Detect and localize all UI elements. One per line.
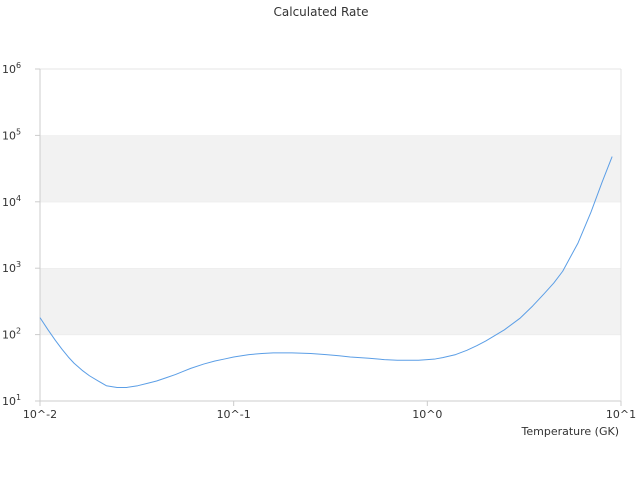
chart-title: Calculated Rate: [274, 5, 369, 19]
y-tick-label: 101: [2, 393, 21, 408]
x-tick-label: 10^0: [412, 408, 442, 421]
y-tick-base: 10: [2, 395, 16, 408]
axes: [39, 69, 622, 402]
grid-band: [40, 69, 621, 136]
x-axis-ticks: 10^-2 10^-1 10^0 10^1: [23, 401, 636, 421]
grid-band: [40, 135, 621, 202]
grid-bands: [40, 68, 621, 401]
x-tick-label: 10^-1: [217, 408, 251, 421]
y-tick-exponent: 4: [16, 194, 21, 203]
y-tick-base: 10: [2, 329, 16, 342]
y-tick-base: 10: [2, 63, 16, 76]
x-tick-label: 10^1: [606, 408, 636, 421]
y-tick-exponent: 2: [16, 327, 21, 336]
y-tick-exponent: 5: [16, 127, 21, 136]
y-tick-exponent: 3: [16, 260, 21, 269]
y-tick-base: 10: [2, 262, 16, 275]
y-tick-label: 103: [2, 260, 21, 275]
y-tick-label: 106: [2, 61, 21, 76]
x-tick-label: 10^-2: [23, 408, 57, 421]
grid-band: [40, 268, 621, 335]
series-line: [39, 156, 613, 388]
y-tick-exponent: 6: [16, 61, 21, 70]
series-group: [39, 156, 613, 388]
grid-band: [40, 334, 621, 401]
y-tick-base: 10: [2, 196, 16, 209]
y-tick-base: 10: [2, 129, 16, 142]
y-tick-label: 105: [2, 127, 21, 142]
x-axis-label: Temperature (GK): [521, 425, 620, 438]
y-tick-exponent: 1: [16, 393, 21, 402]
y-tick-label: 104: [2, 194, 21, 209]
y-tick-label: 102: [2, 327, 21, 342]
grid-band: [40, 201, 621, 269]
